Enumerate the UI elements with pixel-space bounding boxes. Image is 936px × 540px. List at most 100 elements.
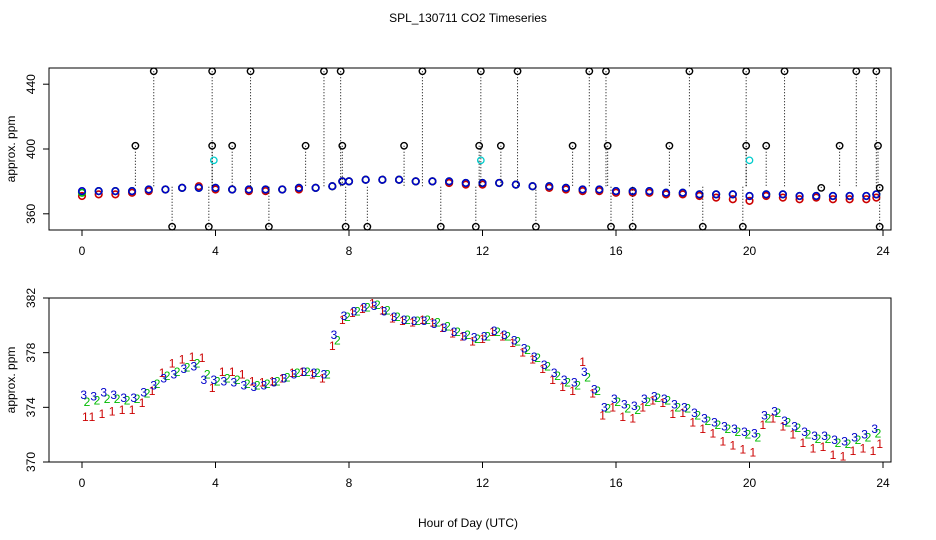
outlier-point <box>762 141 771 150</box>
series-3-point: 3 <box>451 325 458 339</box>
series-1-point: 1 <box>329 339 336 353</box>
series-2-point: 2 <box>124 394 131 408</box>
series-3-point: 3 <box>130 391 137 405</box>
series-3-point <box>845 191 854 201</box>
series-3-point <box>762 190 771 199</box>
series-2-point: 2 <box>805 428 812 442</box>
series-1-point: 1 <box>429 316 436 330</box>
series-3-point <box>628 187 637 196</box>
outlier-point <box>400 141 408 150</box>
series-1-point: 1 <box>199 351 206 365</box>
outlier-point <box>301 141 310 150</box>
series-2-point: 2 <box>644 395 651 409</box>
series-2-point: 2 <box>404 313 411 327</box>
series-3-point: 3 <box>631 399 638 413</box>
series-3-point: 3 <box>641 392 648 406</box>
series-2-point: 2 <box>674 400 681 414</box>
outlier-point <box>168 222 177 231</box>
series-3-point <box>695 190 704 199</box>
series-2-point: 2 <box>835 436 842 450</box>
series-3-point: 3 <box>791 419 798 433</box>
top-ytick-label: 360 <box>24 203 38 223</box>
series-2-point: 2 <box>554 369 561 383</box>
outlier-point <box>336 67 345 76</box>
series-3-point: 3 <box>591 383 598 397</box>
series-1-point: 1 <box>860 441 867 455</box>
series-3-point <box>394 175 404 184</box>
series-1-point: 1 <box>509 336 516 350</box>
series-3-point: 3 <box>571 376 578 390</box>
series-2-point: 2 <box>694 409 701 423</box>
flag-point <box>745 156 754 165</box>
series-2-point: 2 <box>284 370 291 384</box>
outlier-point <box>817 183 826 192</box>
outlier-point <box>436 222 445 231</box>
series-3-point: 3 <box>841 435 848 449</box>
series-1-point: 1 <box>439 321 446 335</box>
series-3-point: 3 <box>150 378 157 392</box>
series-1-point: 1 <box>149 384 156 398</box>
series-2-point: 2 <box>294 366 301 380</box>
outlier-point <box>532 222 540 231</box>
outlier-point <box>208 67 217 76</box>
series-3-point <box>244 185 253 194</box>
series-1-point: 1 <box>539 362 546 376</box>
series-2-point: 2 <box>654 391 661 405</box>
series-3-point <box>728 190 737 199</box>
series-1-point: 1 <box>299 365 306 379</box>
top-axes: 0 4 8 12 16 20 24 360 400 440 <box>24 74 890 258</box>
series-1-point: 1 <box>876 437 883 451</box>
series-2-point: 2 <box>434 316 441 330</box>
series-1-point: 1 <box>259 376 266 390</box>
series-1-point: 1 <box>649 394 656 408</box>
series-3-point <box>528 182 537 191</box>
series-3-point <box>795 191 804 201</box>
series-3-point: 3 <box>621 398 628 412</box>
series-2-point: 2 <box>194 357 201 371</box>
series-3-point <box>428 177 437 186</box>
series-3-point: 3 <box>481 329 488 343</box>
series-1-point: 1 <box>379 303 386 317</box>
series-2-point: 2 <box>544 359 551 373</box>
series-2-point: 2 <box>875 426 882 440</box>
series-1-point: 1 <box>549 373 556 387</box>
series-3-point <box>178 183 187 192</box>
series-3-point: 3 <box>811 429 818 443</box>
series-1-point: 1 <box>699 422 706 436</box>
series-3-point <box>561 183 571 192</box>
series-1-point <box>111 190 120 199</box>
series-1-point <box>745 196 754 205</box>
series-2-point: 2 <box>494 325 501 339</box>
series-2-point: 2 <box>154 377 161 391</box>
series-3-point <box>478 178 487 188</box>
outlier-point <box>363 222 372 231</box>
series-3-point <box>294 183 304 192</box>
series-1-point: 1 <box>179 353 186 367</box>
series-3-point: 3 <box>851 430 858 444</box>
series-1-point: 1 <box>780 419 787 433</box>
series-3-point: 3 <box>331 328 338 342</box>
top-ylabel: approx. ppm <box>4 116 18 183</box>
series-2-point: 2 <box>524 343 531 357</box>
outlier-point <box>418 67 427 76</box>
series-3-point <box>678 188 687 197</box>
series-3-point <box>828 191 838 201</box>
top-panel: approx. ppm 0 4 8 12 16 20 24 360 400 440 <box>4 67 892 258</box>
series-3-point: 3 <box>431 317 438 331</box>
series-2-point: 2 <box>244 377 251 391</box>
series-3-point: 3 <box>541 358 548 372</box>
series-1-point <box>778 193 787 202</box>
outlier-point <box>852 67 861 76</box>
series-3-point <box>778 190 787 199</box>
series-1-point <box>712 193 721 202</box>
series-2-point: 2 <box>134 392 141 406</box>
bottom-ylabel: approx. ppm <box>4 347 18 414</box>
series-3-point: 3 <box>801 425 808 439</box>
series-3-point: 3 <box>611 392 618 406</box>
series-2-point: 2 <box>424 313 431 327</box>
outlier-point <box>742 141 751 150</box>
series-1-point: 1 <box>589 387 596 401</box>
series-3-point: 3 <box>80 388 87 402</box>
